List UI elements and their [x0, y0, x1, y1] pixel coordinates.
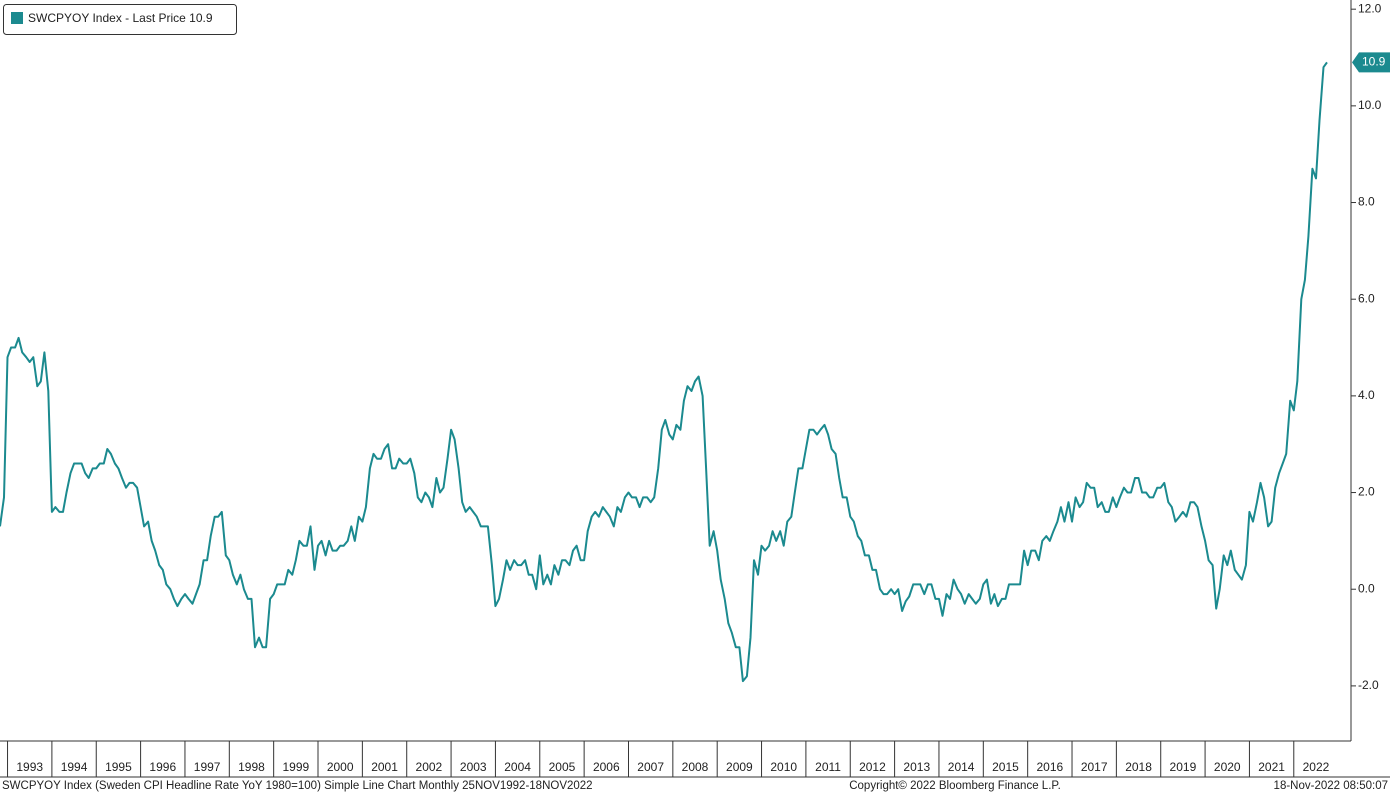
x-tick-label: 2017 [1081, 760, 1108, 774]
last-price-tag [1352, 52, 1390, 73]
footer-left: SWCPYOY Index (Sweden CPI Headline Rate … [2, 780, 593, 792]
x-tick-label: 2004 [504, 760, 531, 774]
x-tick-label: 1998 [238, 760, 265, 774]
x-tick-label: 2010 [770, 760, 797, 774]
y-tick-label: 6.0 [1358, 291, 1375, 305]
y-tick-label: 0.0 [1358, 581, 1375, 595]
x-tick-label: 2019 [1170, 760, 1197, 774]
x-tick-label: 2018 [1125, 760, 1152, 774]
x-tick-label: 1993 [16, 760, 43, 774]
y-tick-label: 10.0 [1358, 98, 1382, 112]
footer-center: Copyright© 2022 Bloomberg Finance L.P. [849, 780, 1061, 792]
x-tick-label: 2013 [903, 760, 930, 774]
legend-box [3, 4, 237, 35]
x-tick-label: 2012 [859, 760, 886, 774]
x-tick-label: 2009 [726, 760, 753, 774]
x-tick-label: 1996 [149, 760, 176, 774]
x-tick-label: 2005 [549, 760, 576, 774]
x-tick-label: 1997 [194, 760, 221, 774]
x-tick-label: 2016 [1036, 760, 1063, 774]
x-tick-label: 2008 [682, 760, 709, 774]
x-tick-label: 2011 [815, 760, 841, 774]
y-tick-label: 8.0 [1358, 195, 1375, 209]
x-tick-label: 2007 [637, 760, 664, 774]
x-tick-label: 2002 [416, 760, 443, 774]
series-line [0, 61, 1328, 683]
y-tick-label: 4.0 [1358, 388, 1375, 402]
y-tick-label: 12.0 [1358, 1, 1382, 15]
footer-right: 18-Nov-2022 08:50:07 [1274, 780, 1388, 792]
y-tick-label: 2.0 [1358, 485, 1375, 499]
legend-label: SWCPYOY Index - Last Price 10.9 [28, 11, 213, 25]
x-tick-label: 2006 [593, 760, 620, 774]
x-tick-label: 2022 [1303, 760, 1330, 774]
x-tick-label: 1999 [282, 760, 309, 774]
x-tick-label: 2021 [1258, 760, 1285, 774]
y-tick-label: -2.0 [1358, 678, 1379, 692]
x-tick-label: 2000 [327, 760, 354, 774]
x-tick-label: 2014 [948, 760, 975, 774]
x-tick-label: 2015 [992, 760, 1019, 774]
x-tick-label: 2001 [371, 760, 398, 774]
x-tick-label: 1994 [61, 760, 88, 774]
x-tick-label: 2003 [460, 760, 487, 774]
x-tick-label: 2020 [1214, 760, 1241, 774]
legend-swatch [11, 12, 23, 24]
last-price-label: 10.9 [1362, 55, 1386, 69]
x-tick-label: 1995 [105, 760, 132, 774]
